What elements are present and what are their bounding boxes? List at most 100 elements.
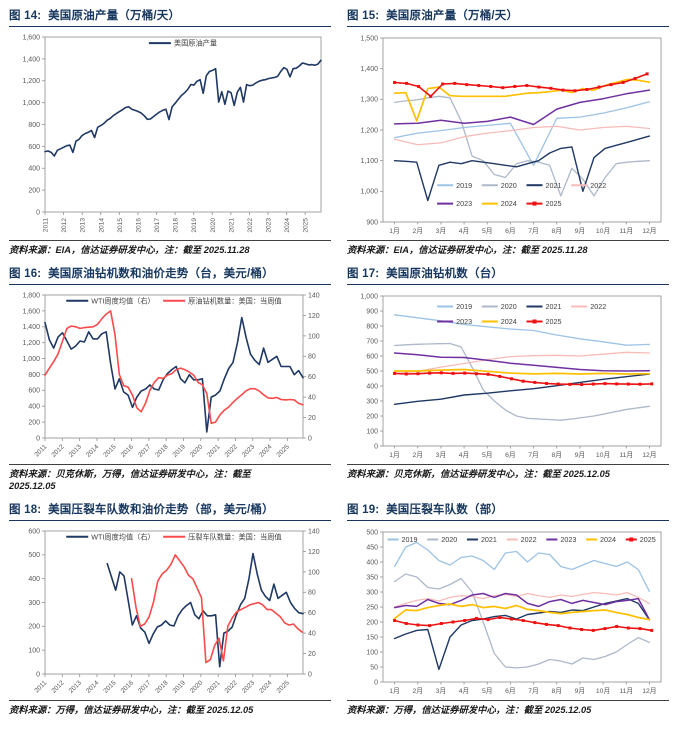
svg-text:0: 0 bbox=[36, 435, 40, 442]
us-crude-production-seasonal-chart: 900 1,000 1,100 1,200 1,300 1,400 1,500 1月 2月 3月 4… bbox=[360, 35, 662, 235]
svg-text:1,000: 1,000 bbox=[360, 189, 378, 196]
svg-text:1,600: 1,600 bbox=[22, 308, 40, 315]
svg-text:800: 800 bbox=[366, 323, 378, 330]
svg-text:2020: 2020 bbox=[501, 302, 517, 311]
svg-text:900: 900 bbox=[366, 308, 378, 315]
svg-text:2023: 2023 bbox=[456, 317, 472, 326]
svg-text:2017: 2017 bbox=[154, 218, 161, 233]
svg-text:1,600: 1,600 bbox=[22, 34, 40, 41]
svg-text:2025: 2025 bbox=[276, 443, 292, 459]
svg-text:9月: 9月 bbox=[575, 687, 586, 695]
svg-text:2022: 2022 bbox=[247, 218, 254, 233]
svg-text:8月: 8月 bbox=[551, 227, 562, 235]
figure-18-title-rule bbox=[9, 520, 331, 522]
svg-text:2023: 2023 bbox=[241, 443, 257, 459]
svg-text:2017: 2017 bbox=[137, 443, 153, 459]
svg-text:200: 200 bbox=[28, 420, 40, 427]
svg-text:300: 300 bbox=[28, 600, 40, 607]
svg-text:2024: 2024 bbox=[501, 199, 517, 208]
svg-text:1,000: 1,000 bbox=[22, 356, 40, 363]
svg-text:60: 60 bbox=[308, 374, 316, 381]
svg-text:2012: 2012 bbox=[50, 443, 66, 459]
svg-text:4月: 4月 bbox=[459, 687, 470, 695]
svg-text:2011: 2011 bbox=[33, 443, 48, 458]
svg-text:0: 0 bbox=[308, 435, 312, 442]
svg-text:350: 350 bbox=[366, 575, 378, 582]
svg-text:2014: 2014 bbox=[85, 443, 101, 459]
svg-text:2024: 2024 bbox=[258, 443, 274, 459]
svg-text:120: 120 bbox=[308, 313, 320, 320]
svg-text:12月: 12月 bbox=[642, 451, 656, 459]
svg-text:1,800: 1,800 bbox=[22, 292, 40, 299]
svg-text:2019: 2019 bbox=[172, 679, 188, 695]
svg-text:2022: 2022 bbox=[590, 302, 606, 311]
svg-text:2021: 2021 bbox=[481, 535, 497, 544]
svg-text:150: 150 bbox=[366, 635, 378, 642]
figure-17-chart-area: 0 100 200 300 400 500 600 700 800 900 1,000 1月 2月 3月 4… bbox=[347, 290, 669, 462]
svg-text:100: 100 bbox=[308, 569, 320, 576]
svg-text:2013: 2013 bbox=[68, 443, 84, 459]
svg-text:2025: 2025 bbox=[303, 218, 310, 233]
svg-text:80: 80 bbox=[308, 354, 316, 361]
figure-16: 图 16: 美国原油钻机数和油价走势（台，美元/桶） 0 200 400 600 800… bbox=[9, 262, 331, 493]
us-rig-count-seasonal-chart: 0 100 200 300 400 500 600 700 800 900 1,000 1月 2月 3月 4… bbox=[360, 293, 662, 459]
svg-text:2023: 2023 bbox=[456, 199, 472, 208]
svg-text:1月: 1月 bbox=[389, 227, 400, 235]
svg-text:9月: 9月 bbox=[575, 451, 586, 459]
svg-text:2021: 2021 bbox=[546, 302, 562, 311]
figure-14-source-rule bbox=[9, 240, 331, 241]
svg-text:2016: 2016 bbox=[120, 443, 136, 459]
svg-text:60: 60 bbox=[308, 610, 316, 617]
figure-16-title: 图 16: 美国原油钻机数和油价走势（台，美元/桶） bbox=[9, 268, 274, 281]
us-rig-count-vs-wti-chart: 02004006008001,0001,2001,4001,6001,80002… bbox=[22, 292, 320, 459]
figure-15-title: 图 15: 美国原油产量（万桶/天） bbox=[347, 10, 519, 22]
svg-text:WTI周度均值（右）: WTI周度均值（右） bbox=[91, 533, 154, 542]
svg-text:40: 40 bbox=[308, 395, 316, 402]
svg-text:原油钻机数量：美国：当周值: 原油钻机数量：美国：当周值 bbox=[188, 296, 281, 305]
svg-text:11月: 11月 bbox=[619, 451, 633, 459]
svg-text:10月: 10月 bbox=[596, 687, 610, 695]
svg-text:2021: 2021 bbox=[206, 679, 222, 695]
svg-text:7月: 7月 bbox=[528, 227, 539, 235]
svg-text:2016: 2016 bbox=[120, 679, 136, 695]
svg-text:1,200: 1,200 bbox=[360, 127, 378, 134]
svg-text:12月: 12月 bbox=[642, 687, 656, 695]
figure-14-chart-area: 0 200 400 600 800 1,000 1,200 1,400 1,600 2011 201… bbox=[9, 32, 331, 238]
svg-text:300: 300 bbox=[366, 590, 378, 597]
figure-18-title: 图 18: 美国压裂车队数和油价走势（部，美元/桶） bbox=[9, 504, 274, 517]
svg-text:2月: 2月 bbox=[412, 227, 423, 235]
svg-text:3月: 3月 bbox=[436, 451, 447, 459]
svg-text:9月: 9月 bbox=[575, 227, 586, 235]
svg-text:1,200: 1,200 bbox=[22, 78, 40, 85]
figure-15: 图 15: 美国原油产量（万桶/天） 900 1,000 1,100 1,200 1,3… bbox=[347, 4, 669, 257]
figure-17-title: 图 17: 美国原油钻机数（台） bbox=[347, 268, 504, 281]
svg-text:600: 600 bbox=[28, 388, 40, 395]
svg-text:2019: 2019 bbox=[172, 443, 188, 459]
svg-text:1月: 1月 bbox=[389, 687, 400, 695]
figure-14: 图 14: 美国原油产量（万桶/天） 0 200 400 600 800 1,000 1,2… bbox=[9, 4, 331, 257]
svg-text:8月: 8月 bbox=[551, 687, 562, 695]
svg-text:2014: 2014 bbox=[85, 679, 101, 695]
svg-text:7月: 7月 bbox=[528, 687, 539, 695]
svg-text:2023: 2023 bbox=[266, 218, 273, 233]
figure-19-title-rule bbox=[347, 520, 669, 522]
svg-text:600: 600 bbox=[28, 529, 40, 536]
svg-text:200: 200 bbox=[366, 620, 378, 627]
svg-text:2025: 2025 bbox=[546, 317, 562, 326]
svg-text:400: 400 bbox=[366, 560, 378, 567]
svg-text:250: 250 bbox=[366, 605, 378, 612]
svg-text:2022: 2022 bbox=[224, 679, 240, 695]
svg-text:4月: 4月 bbox=[459, 451, 470, 459]
figure-17-title-rule bbox=[347, 284, 669, 286]
figure-15-source-rule bbox=[347, 240, 669, 241]
svg-text:2015: 2015 bbox=[102, 443, 118, 459]
svg-text:10月: 10月 bbox=[596, 227, 610, 235]
svg-text:900: 900 bbox=[366, 219, 378, 226]
svg-text:100: 100 bbox=[308, 333, 320, 340]
svg-text:3月: 3月 bbox=[436, 687, 447, 695]
svg-text:2022: 2022 bbox=[521, 535, 537, 544]
us-frac-spread-vs-wti-chart: 0 100 200 300 400 500 600 0 20 40 60 80 100 120 140 201… bbox=[28, 529, 320, 695]
report-page: 图 14: 美国原油产量（万桶/天） 0 200 400 600 800 1,000 1,2… bbox=[9, 4, 669, 715]
svg-text:100: 100 bbox=[366, 650, 378, 657]
svg-text:300: 300 bbox=[366, 398, 378, 405]
